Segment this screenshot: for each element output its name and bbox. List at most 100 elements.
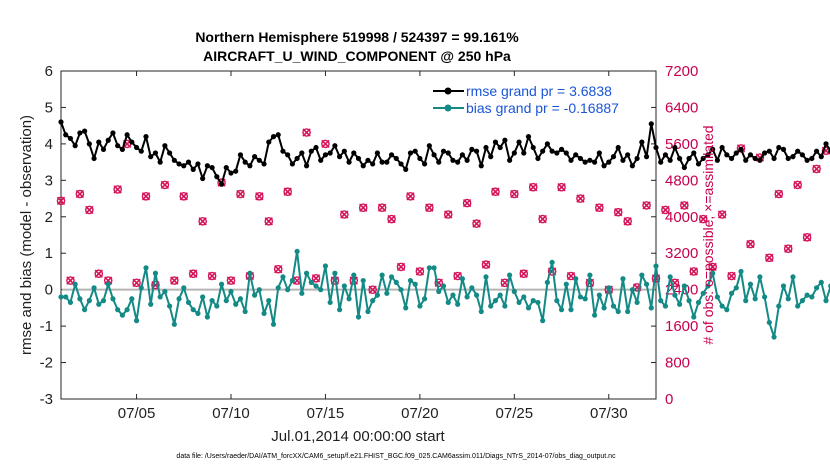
rmse-point <box>639 139 645 145</box>
obs-possible-circle <box>557 182 566 192</box>
left-tick-label: -2 <box>40 355 53 372</box>
rmse-point <box>299 150 305 156</box>
rmse-point <box>138 148 144 154</box>
rmse-point <box>346 159 352 165</box>
rmse-point <box>332 143 338 149</box>
rmse-point <box>719 144 725 151</box>
bias-point <box>218 281 225 287</box>
obs-marker <box>94 269 104 279</box>
rmse-point <box>587 157 593 163</box>
obs-marker <box>283 187 292 197</box>
obs-possible-circle <box>113 185 122 194</box>
bias-point <box>266 298 272 304</box>
obs-possible-circle <box>56 196 66 206</box>
bias-point <box>643 281 650 287</box>
bias-point <box>478 308 484 315</box>
rmse-point <box>337 154 343 160</box>
bias-point <box>511 288 517 295</box>
rmse-point <box>261 161 267 167</box>
bias-point <box>747 281 754 287</box>
obs-possible-circle <box>340 210 349 219</box>
obs-marker <box>481 260 491 269</box>
legend-bias-marker <box>444 104 452 112</box>
rmse-point <box>728 155 735 162</box>
obs-possible-circle <box>302 128 311 137</box>
rmse-point <box>809 155 815 162</box>
rmse-point <box>818 154 824 160</box>
bias-point <box>620 276 626 282</box>
obs-marker <box>198 217 207 226</box>
obs-assimilated-cross <box>189 269 198 278</box>
bias-point <box>752 296 758 302</box>
rmse-point <box>780 146 787 152</box>
obs-marker <box>774 189 784 199</box>
obs-assimilated-cross <box>415 267 425 276</box>
bias-point <box>289 277 295 284</box>
obs-possible-circle <box>188 269 198 279</box>
bias-point <box>771 334 777 340</box>
bias-point <box>209 298 215 304</box>
bias-point <box>459 276 465 282</box>
bias-point <box>544 279 550 285</box>
bias-point <box>412 281 418 287</box>
rmse-point <box>426 143 432 149</box>
rmse-point <box>105 137 111 143</box>
rmse-point <box>143 134 149 140</box>
rmse-point <box>653 144 659 151</box>
bias-point <box>530 298 536 304</box>
bias-point <box>124 307 130 313</box>
bias-point <box>393 279 399 285</box>
rmse-point <box>757 157 763 163</box>
bias-point <box>596 292 602 298</box>
rmse-point <box>393 155 399 162</box>
rmse-point <box>582 159 588 165</box>
rmse-point <box>440 148 447 154</box>
bias-point <box>143 265 149 271</box>
rmse-point <box>530 144 536 151</box>
right-tick-label: 7200 <box>665 63 698 80</box>
obs-possible-circle <box>765 253 774 263</box>
rmse-point <box>799 152 805 158</box>
obs-possible-circle <box>132 278 141 288</box>
rmse-point <box>488 154 494 160</box>
rmse-point <box>119 146 125 152</box>
rmse-point <box>181 163 187 169</box>
obs-marker <box>802 232 812 242</box>
obs-possible-circle <box>198 217 207 226</box>
obs-marker <box>255 191 264 201</box>
bias-point <box>587 272 593 278</box>
obs-possible-circle <box>774 189 784 199</box>
obs-possible-circle <box>141 191 151 201</box>
obs-marker <box>765 253 774 263</box>
rmse-point <box>82 128 88 134</box>
rmse-point <box>422 161 428 167</box>
rmse-point <box>752 155 758 162</box>
obs-marker <box>425 203 434 212</box>
obs-possible-circle <box>425 203 434 212</box>
obs-possible-circle <box>377 203 387 212</box>
rmse-series <box>58 119 830 187</box>
bias-point <box>516 299 522 306</box>
rmse-point <box>133 144 140 151</box>
rmse-point <box>365 157 371 163</box>
right-tick-label: 4000 <box>665 209 698 226</box>
right-tick-label: 3200 <box>665 245 698 262</box>
rmse-point <box>573 152 579 158</box>
rmse-point <box>129 139 135 145</box>
bias-point <box>823 298 829 304</box>
rmse-point <box>691 150 697 156</box>
obs-assimilated-cross <box>359 203 368 212</box>
bias-point <box>818 279 824 285</box>
right-tick-label: 4800 <box>665 172 698 189</box>
bias-point <box>346 296 352 302</box>
left-tick-label: 1 <box>45 245 53 262</box>
rmse-point <box>63 132 69 138</box>
bias-point <box>167 303 173 309</box>
obs-marker <box>557 182 566 192</box>
obs-assimilated-cross <box>170 276 179 285</box>
bias-point <box>450 292 456 298</box>
bias-point <box>601 305 607 311</box>
obs-possible-circle <box>283 187 292 197</box>
bias-point <box>790 274 796 280</box>
